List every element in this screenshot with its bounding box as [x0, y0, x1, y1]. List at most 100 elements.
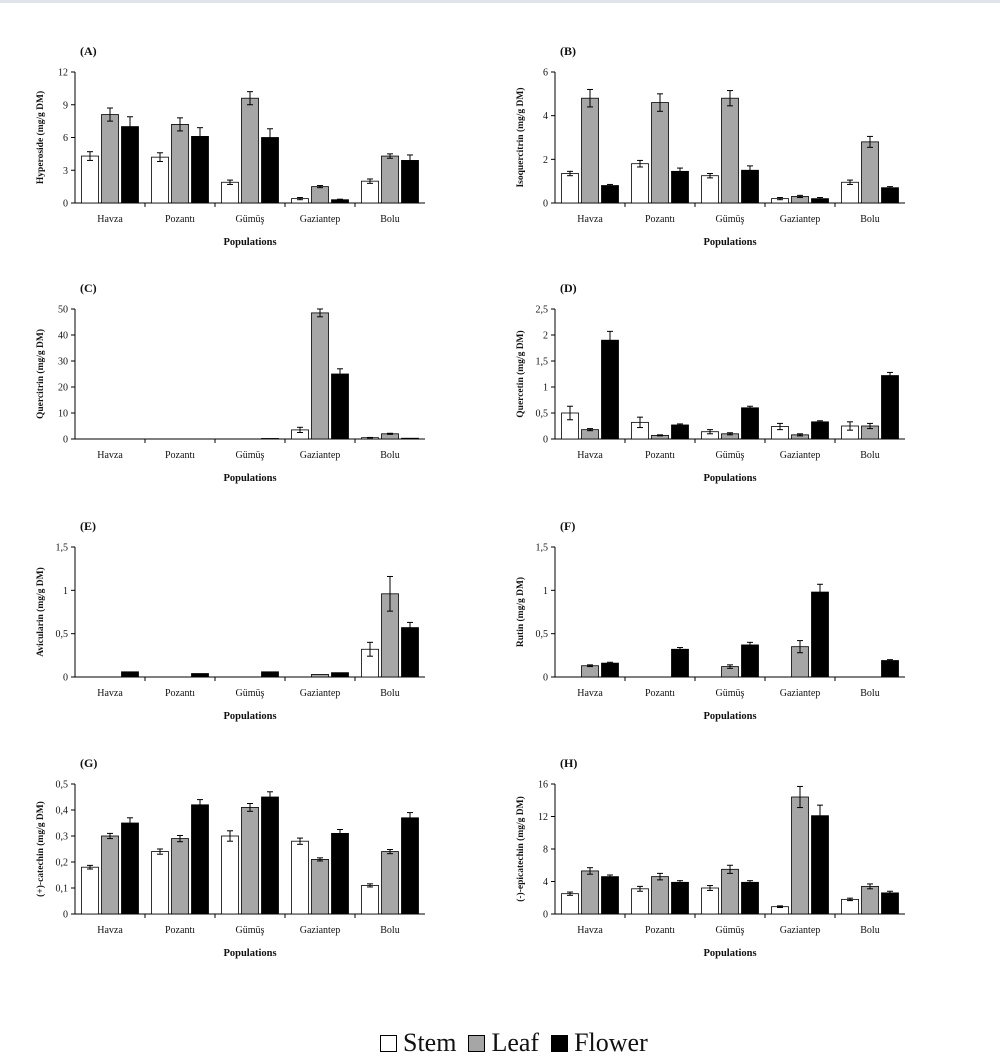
bar-flower-g-m	[261, 438, 279, 440]
x-axis-label: Populations	[223, 473, 276, 484]
legend-swatch-stem	[380, 1034, 397, 1052]
bar-stem-pozant	[151, 156, 169, 204]
x-tick-label-bolu: Bolu	[860, 450, 879, 461]
bar-flower-g-m	[741, 644, 759, 678]
legend-label-stem: Stem	[403, 1028, 457, 1057]
bar-stem-bolu	[361, 885, 379, 915]
x-tick-label-pozant: Pozantı	[165, 925, 195, 936]
x-tick-label-gaziantep: Gaziantep	[300, 688, 341, 699]
panel-label: (B)	[560, 44, 576, 58]
y-tick-label: 12	[538, 812, 548, 823]
bar-leaf-havza	[101, 835, 119, 915]
bar-flower-g-m	[741, 881, 759, 915]
y-tick-label: 0,1	[56, 884, 69, 895]
panel-label: (F)	[560, 519, 575, 533]
y-tick-label: 10	[58, 409, 68, 420]
bar-stem-g-m	[221, 181, 239, 204]
y-tick-label: 6	[63, 133, 68, 144]
x-tick-label-pozant: Pozantı	[165, 450, 195, 461]
bar-flower-havza	[601, 662, 619, 678]
x-tick-label-havza: Havza	[577, 214, 603, 225]
bar-stem-havza	[81, 866, 99, 915]
bar-leaf-pozant	[651, 102, 669, 204]
bar-flower-bolu	[401, 817, 419, 915]
bar-stem-bolu	[361, 180, 379, 204]
y-tick-label: 1,5	[56, 543, 69, 554]
chart-panel-h: (H) 0 4 8 12 16 (-)-epicatechin (mg/g DM) Havza…	[515, 756, 905, 959]
x-tick-label-bolu: Bolu	[860, 688, 879, 699]
bar-flower-pozant	[191, 673, 209, 678]
x-tick-label-bolu: Bolu	[860, 214, 879, 225]
bar-flower-gaziantep	[811, 421, 829, 440]
bar-leaf-gaziantep	[791, 796, 809, 915]
bar-stem-pozant	[151, 851, 169, 915]
x-tick-label-g-m: Gümüş	[236, 925, 265, 936]
bar-leaf-gaziantep	[311, 186, 329, 204]
panel-label: (A)	[80, 44, 97, 58]
bar-flower-havza	[601, 876, 619, 915]
bar-stem-pozant	[631, 888, 649, 915]
bar-flower-gaziantep	[331, 672, 349, 678]
bar-flower-pozant	[671, 424, 689, 440]
y-tick-label: 20	[58, 383, 68, 394]
y-axis-label: Isoquercitrin (mg/g DM)	[515, 87, 526, 187]
bar-leaf-pozant	[171, 124, 189, 204]
y-tick-label: 0	[543, 910, 548, 921]
x-tick-label-havza: Havza	[97, 925, 123, 936]
x-axis-label: Populations	[223, 711, 276, 722]
y-axis-label: Avicularin (mg/g DM)	[35, 567, 46, 657]
y-axis-label: Quercitrin (mg/g DM)	[35, 329, 46, 419]
y-tick-label: 1,5	[536, 543, 549, 554]
bar-flower-havza	[601, 185, 619, 204]
legend-swatch-leaf	[468, 1034, 486, 1052]
x-tick-label-bolu: Bolu	[380, 925, 399, 936]
bar-leaf-pozant	[171, 838, 189, 915]
legend: Stem Leaf Flower	[380, 1028, 700, 1057]
y-tick-label: 0	[543, 435, 548, 446]
y-axis-label: Rutin (mg/g DM)	[515, 577, 526, 647]
x-axis-label: Populations	[703, 948, 756, 959]
bar-flower-g-m	[261, 137, 279, 204]
y-tick-label: 3	[63, 166, 68, 177]
bar-stem-g-m	[701, 887, 719, 915]
y-tick-label: 2	[543, 331, 548, 342]
x-tick-label-havza: Havza	[577, 450, 603, 461]
bar-stem-havza	[561, 173, 579, 204]
panel-label: (H)	[560, 756, 577, 770]
x-tick-label-pozant: Pozantı	[645, 450, 675, 461]
chart-panel-e: (E) 0 0,5 1 1,5 Avicularin (mg/g DM) Havza Poza…	[35, 519, 425, 722]
panel-label: (E)	[80, 519, 96, 533]
x-tick-label-havza: Havza	[577, 688, 603, 699]
y-tick-label: 30	[58, 357, 68, 368]
y-tick-label: 0,5	[536, 409, 549, 420]
bar-flower-bolu	[401, 437, 419, 440]
bar-stem-pozant	[631, 163, 649, 204]
x-axis-label: Populations	[703, 237, 756, 248]
x-tick-label-havza: Havza	[97, 688, 123, 699]
bar-flower-havza	[121, 671, 139, 678]
bar-leaf-gaziantep	[311, 674, 329, 678]
y-axis-label: Quercetin (mg/g DM)	[515, 330, 526, 417]
x-tick-label-g-m: Gümüş	[716, 925, 745, 936]
x-tick-label-g-m: Gümüş	[716, 688, 745, 699]
x-tick-label-gaziantep: Gaziantep	[780, 450, 821, 461]
x-axis-label: Populations	[223, 948, 276, 959]
bar-leaf-g-m	[241, 807, 259, 915]
bar-leaf-g-m	[241, 97, 259, 204]
bar-flower-bolu	[401, 627, 419, 678]
x-tick-label-havza: Havza	[97, 450, 123, 461]
x-tick-label-gaziantep: Gaziantep	[300, 450, 341, 461]
y-tick-label: 0	[63, 199, 68, 210]
x-tick-label-g-m: Gümüş	[716, 450, 745, 461]
y-tick-label: 0	[543, 673, 548, 684]
panel-label: (G)	[80, 756, 97, 770]
chart-panel-c: (C) 0 10 20 30 40 50 Quercitrin (mg/g DM) Havza P…	[35, 281, 425, 484]
x-tick-label-pozant: Pozantı	[165, 688, 195, 699]
y-tick-label: 6	[543, 68, 548, 79]
chart-panel-b: (B) 0 2 4 6 Isoquercitrin (mg/g DM) Havza Pozan…	[515, 44, 905, 248]
bar-flower-pozant	[191, 136, 209, 204]
x-tick-label-havza: Havza	[577, 925, 603, 936]
bar-stem-havza	[81, 155, 99, 204]
bar-leaf-g-m	[721, 868, 739, 915]
